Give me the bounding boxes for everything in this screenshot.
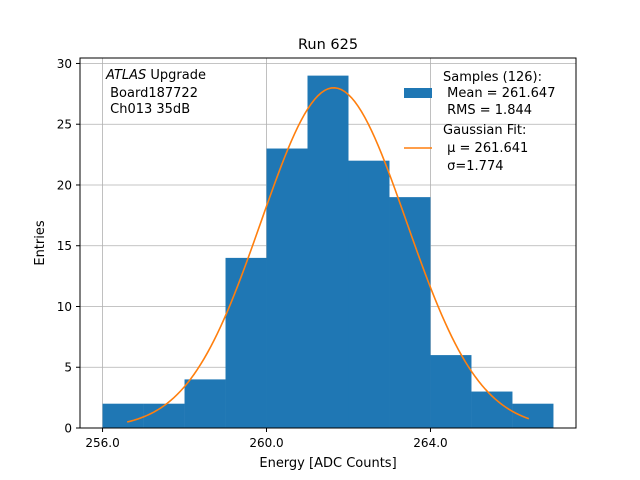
y-tick-label: 30 [57,57,72,71]
y-tick-label: 10 [57,300,72,314]
histogram-bar [471,391,513,428]
legend-samples-rms: RMS = 1.844 [443,103,532,118]
histogram-bar [348,160,390,428]
histogram-bar [184,379,226,428]
plot-frame [79,57,577,429]
x-tick-label: 256.0 [85,436,119,450]
histogram-bars [102,75,554,428]
y-tick-label: 15 [57,239,72,253]
y-tick-label: 0 [64,422,72,436]
legend-samples-mean: Mean = 261.647 [443,86,555,101]
histogram-bar [266,148,308,428]
histogram-bar [430,355,472,428]
histogram-bar [512,403,554,428]
y-tick-label: 20 [57,178,72,192]
run-annotation: ATLAS Upgrade Board187722 Ch013 35dB [105,68,206,117]
annotation-channel: Ch013 35dB [106,102,190,117]
annotation-upgrade: Upgrade [146,68,206,83]
y-tick-label: 5 [64,361,72,375]
x-tick-label: 264.0 [413,436,447,450]
legend: Samples (126): Mean = 261.647 RMS = 1.84… [404,70,555,174]
y-tick-label: 25 [57,118,72,132]
gaussian-fit-curve [126,86,530,423]
annotation-board: Board187722 [106,86,198,101]
legend-fit-sigma: σ=1.774 [443,159,503,174]
histogram-bar [225,257,267,428]
histogram-bar [389,197,431,428]
x-axis-label: Energy [ADC Counts] [259,456,396,471]
chart-title: Run 625 [298,37,358,53]
x-tick-label: 260.0 [249,436,283,450]
annotation-atlas: ATLAS [105,68,146,83]
annotation-line-1: ATLAS Upgrade [105,68,206,83]
histogram-bar [102,403,144,428]
y-axis-ticks: 0 5 10 15 20 25 30 [57,57,80,436]
legend-samples-patch [404,88,432,98]
x-axis-ticks: 256.0 260.0 264.0 [85,428,448,450]
legend-fit-title: Gaussian Fit: [443,123,526,138]
legend-samples-title: Samples (126): [443,70,542,85]
legend-fit-mu: μ = 261.641 [443,141,528,156]
y-axis-label: Entries [33,220,48,266]
histogram-bar [143,403,185,428]
histogram-bar [307,75,349,428]
